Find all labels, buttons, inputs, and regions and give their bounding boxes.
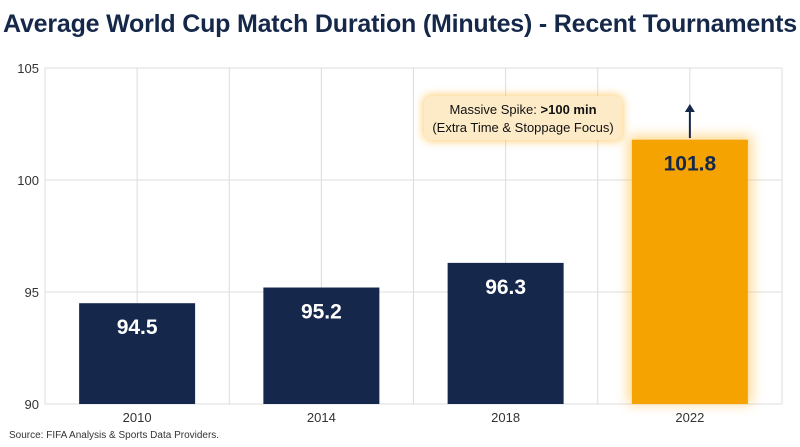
callout-line1: Massive Spike: >100 min: [449, 102, 596, 117]
arrow-up-icon: [684, 104, 695, 112]
bar-value-label: 94.5: [117, 316, 158, 339]
chart-title: Average World Cup Match Duration (Minute…: [3, 10, 797, 38]
callout-prefix: Massive Spike:: [449, 102, 540, 117]
bar: [79, 303, 196, 404]
y-tick-label: 90: [25, 397, 39, 412]
callout-line2: (Extra Time & Stoppage Focus): [432, 120, 613, 135]
bar-value-label: 101.8: [664, 153, 717, 176]
y-tick-label: 95: [25, 285, 39, 300]
callout-emphasis: >100 min: [541, 102, 597, 117]
bar: [263, 287, 380, 404]
bar-value-label: 96.3: [485, 276, 526, 299]
bar: [631, 139, 748, 404]
bar: [447, 262, 564, 404]
x-tick-label: 2022: [675, 410, 704, 425]
x-tick-label: 2014: [307, 410, 336, 425]
y-tick-label: 100: [17, 173, 39, 188]
y-tick-label: 105: [17, 61, 39, 76]
x-tick-label: 2018: [491, 410, 520, 425]
x-tick-label: 2010: [123, 410, 152, 425]
source-note: Source: FIFA Analysis & Sports Data Prov…: [9, 430, 220, 441]
bar-value-label: 95.2: [301, 301, 342, 324]
callout-box: [424, 96, 622, 140]
